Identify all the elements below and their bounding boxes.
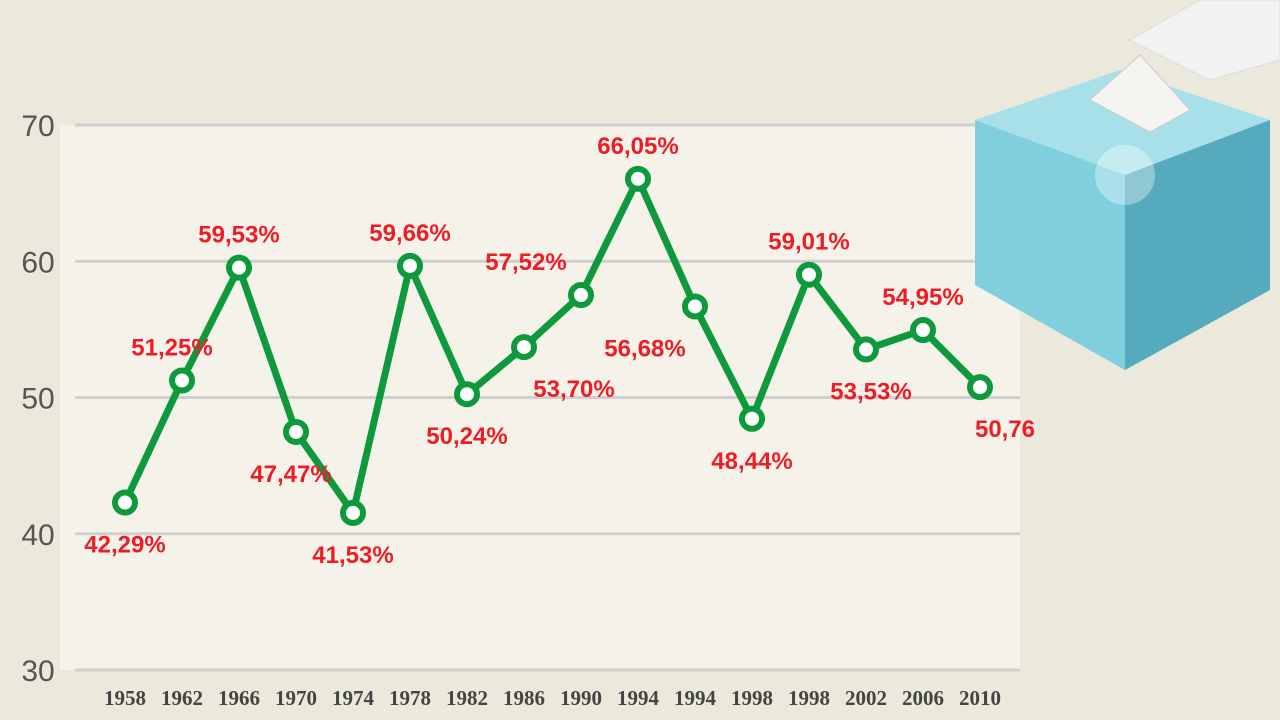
data-point	[226, 254, 252, 281]
data-label: 48,44%	[711, 448, 792, 475]
data-point	[739, 405, 765, 432]
data-point	[454, 381, 480, 408]
data-label: 59,01%	[768, 229, 849, 256]
data-label: 66,05%	[597, 133, 678, 160]
x-tick-label: 1958	[104, 686, 146, 710]
x-tick-label: 1990	[560, 686, 602, 710]
data-label: 47,47%	[250, 461, 331, 488]
x-tick-label: 1998	[788, 686, 830, 710]
data-label: 53,70%	[533, 376, 614, 403]
data-label: 50,24%	[426, 423, 507, 450]
x-tick-label: 1994	[617, 686, 660, 710]
x-tick-label: 1982	[446, 686, 488, 710]
data-label: 54,95%	[882, 284, 963, 311]
x-tick-label: 1986	[503, 686, 545, 710]
x-tick-label: 1978	[389, 686, 431, 710]
x-tick-label: 1974	[332, 686, 375, 710]
data-point	[112, 489, 138, 516]
data-point	[967, 374, 993, 401]
data-label: 51,25%	[131, 334, 212, 361]
data-point	[625, 165, 651, 192]
y-tick-label: 50	[21, 383, 54, 416]
data-point	[796, 261, 822, 288]
data-point	[397, 252, 423, 279]
y-tick-label: 30	[21, 655, 54, 688]
x-tick-label: 1962	[161, 686, 203, 710]
data-label: 59,53%	[198, 222, 279, 249]
data-label: 57,52%	[485, 249, 566, 276]
x-tick-label: 2010	[959, 686, 1001, 710]
x-tick-label: 2002	[845, 686, 887, 710]
data-point	[169, 367, 195, 394]
y-tick-label: 40	[21, 519, 54, 552]
data-point	[283, 418, 309, 445]
data-label: 50,76	[975, 416, 1035, 443]
data-point	[682, 293, 708, 320]
data-point	[340, 499, 366, 526]
data-label: 41,53%	[312, 542, 393, 569]
x-tick-label: 1966	[218, 686, 260, 710]
data-point	[853, 336, 879, 363]
y-tick-label: 60	[21, 246, 54, 279]
data-label: 56,68%	[604, 335, 685, 362]
data-point	[910, 317, 936, 344]
x-tick-label: 1994	[674, 686, 717, 710]
x-tick-label: 2006	[902, 686, 944, 710]
x-tick-label: 1998	[731, 686, 773, 710]
data-label: 42,29%	[84, 532, 165, 559]
data-point	[511, 334, 537, 361]
turnout-line	[121, 175, 983, 517]
y-tick-label: 70	[21, 110, 54, 143]
data-point	[568, 282, 594, 309]
x-tick-label: 1970	[275, 686, 317, 710]
ballot-box-icon	[975, 0, 1280, 370]
data-label: 53,53%	[830, 378, 911, 405]
data-label: 59,66%	[369, 220, 450, 247]
